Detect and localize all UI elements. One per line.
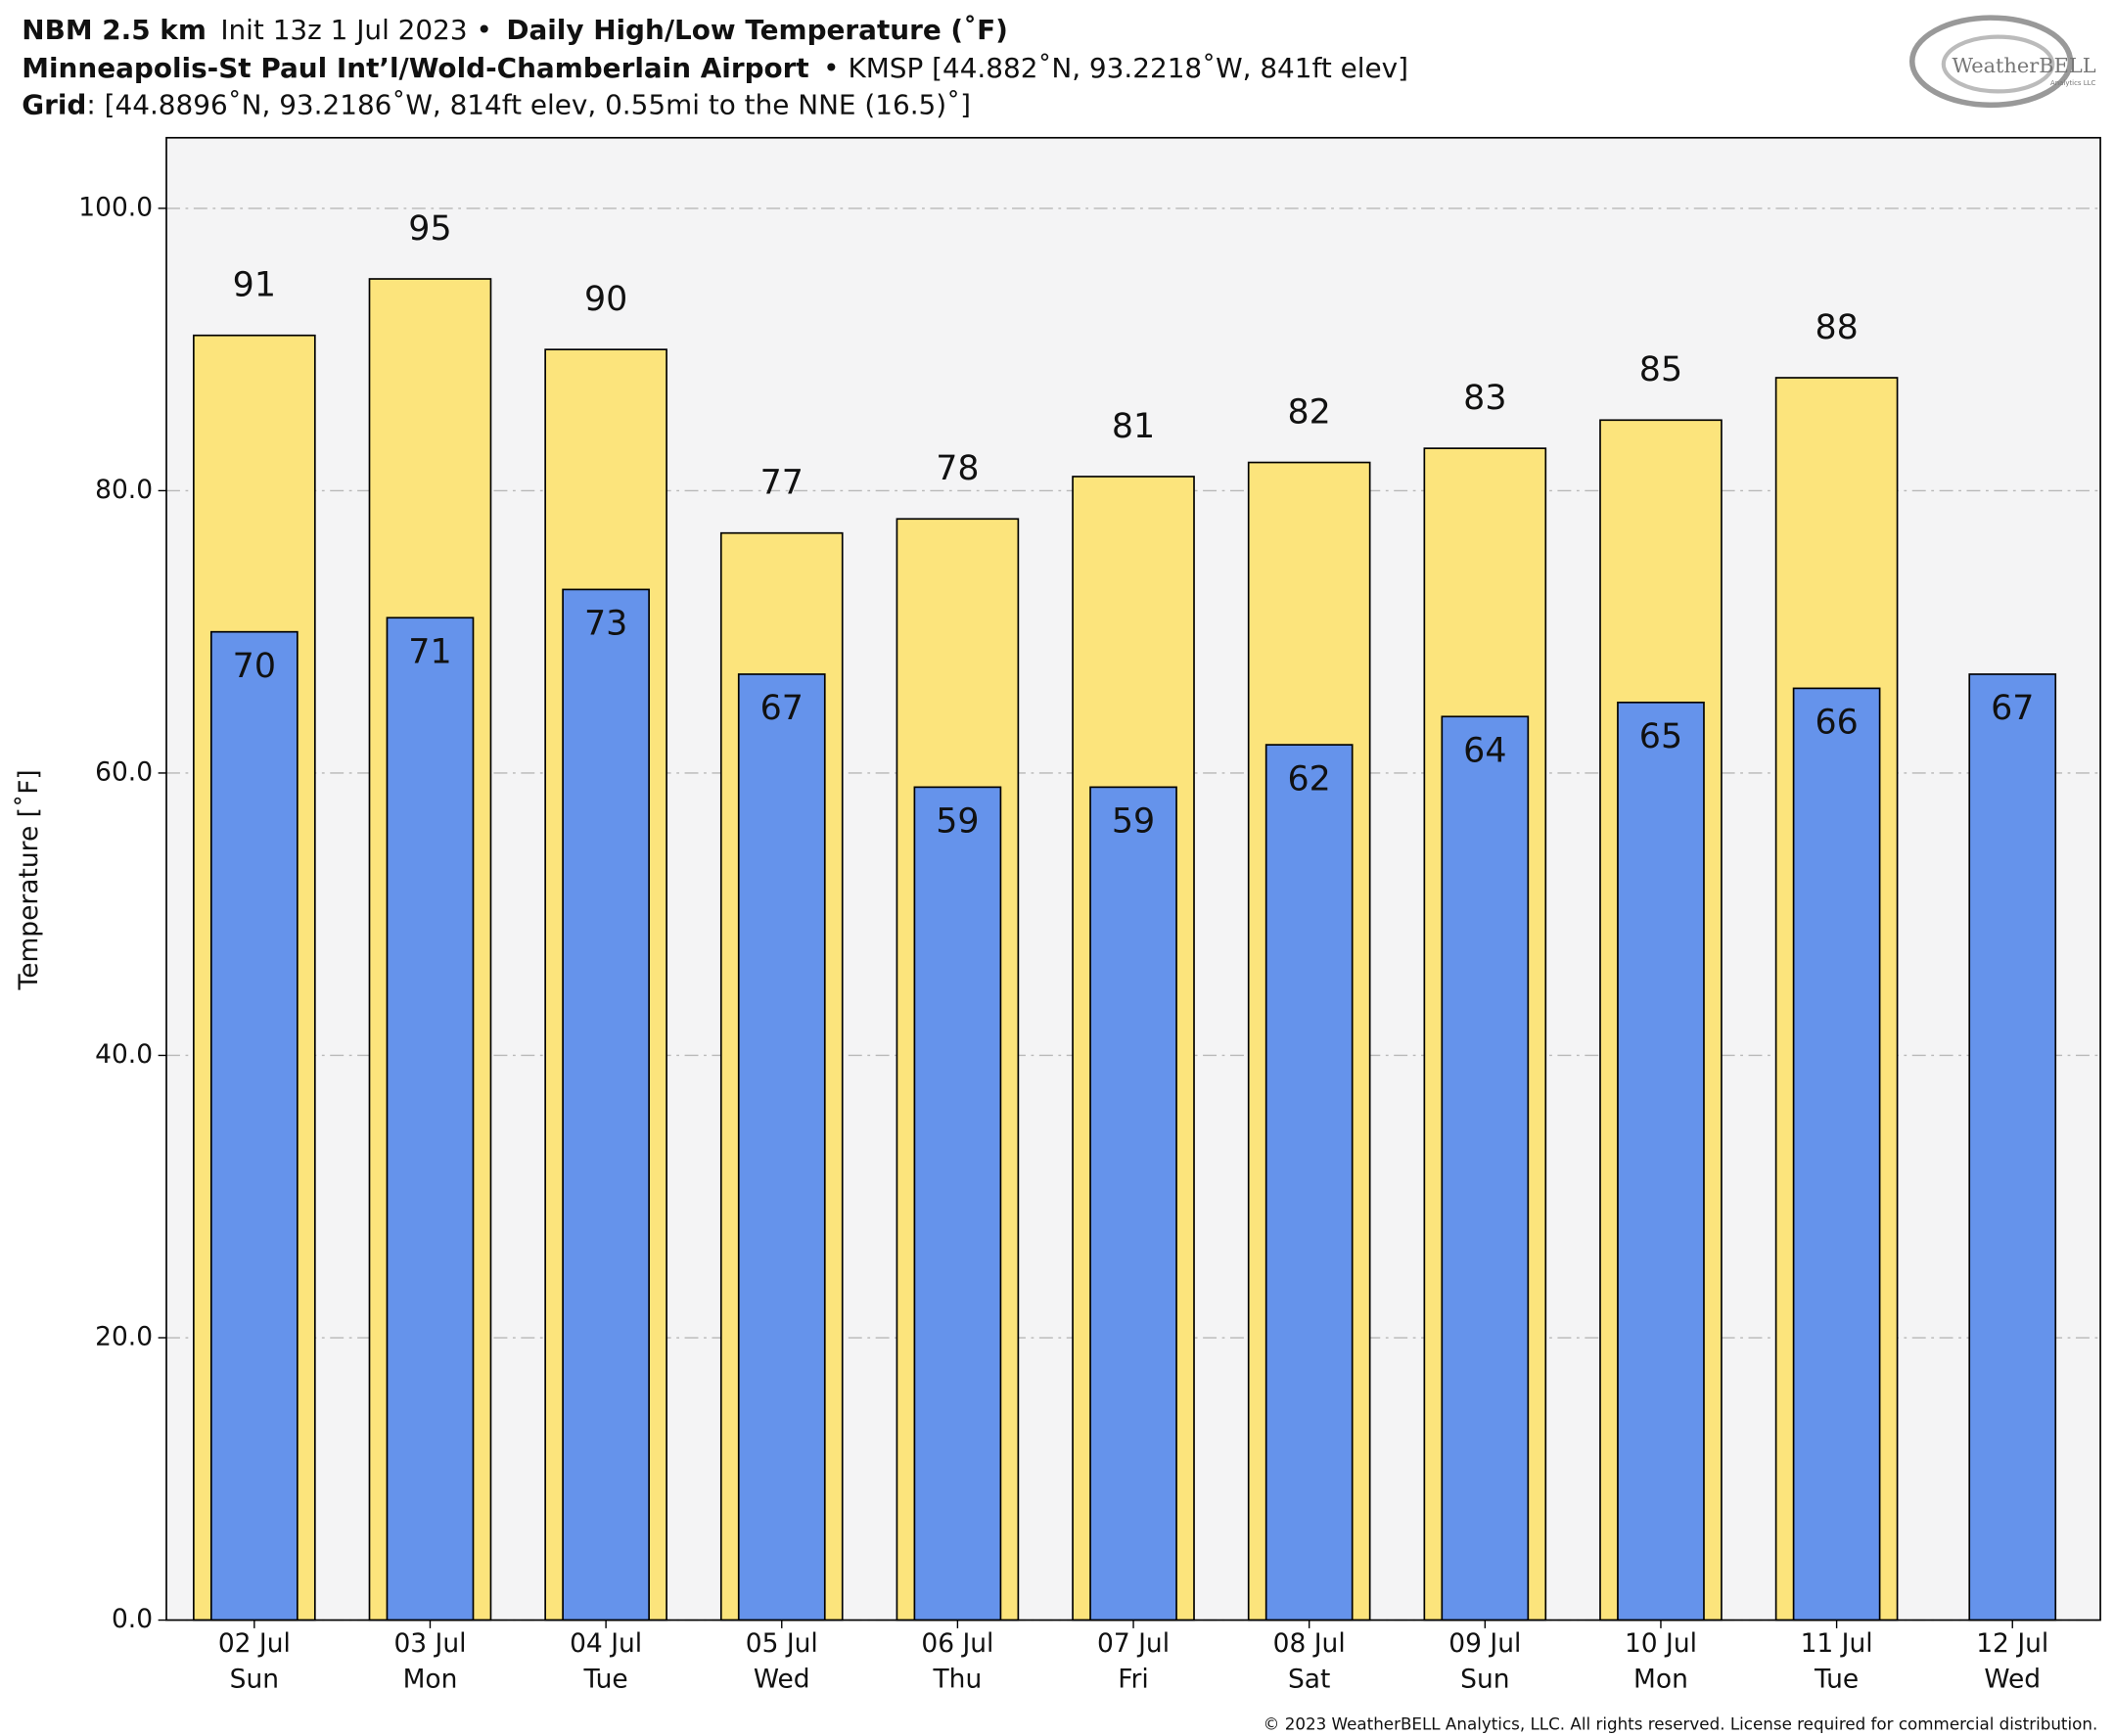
x-tick-label: 02 Jul — [218, 1628, 291, 1659]
low-bar — [1968, 673, 2057, 1622]
high-label: 88 — [1815, 308, 1858, 347]
station: Minneapolis-St Paul Int’l/Wold-Chamberla… — [22, 52, 808, 84]
header-line-1: NBM 2.5 km Init 13z 1 Jul 2023 • Daily H… — [22, 14, 1008, 46]
y-tick-label: 40.0 — [95, 1039, 153, 1070]
y-tick-label: 100.0 — [78, 192, 153, 222]
plot: 91 95 90 77 78 81 82 83 85 88 70 71 73 67 59 59 62 64 65 66… — [166, 207, 2101, 1622]
logo: WeatherBELL Analytics LLC — [1908, 15, 2096, 109]
low-label: 67 — [1991, 689, 2034, 728]
low-label: 64 — [1463, 731, 1506, 770]
y-tick-label: 20.0 — [95, 1322, 153, 1352]
low-bar — [1617, 701, 1705, 1622]
high-label: 82 — [1288, 392, 1331, 432]
x-tick-label: 03 Jul — [393, 1628, 466, 1659]
low-label: 71 — [408, 632, 451, 671]
low-label: 59 — [1112, 802, 1155, 842]
low-bar — [1089, 786, 1177, 1622]
high-label: 77 — [760, 464, 804, 503]
logo-swirl — [1941, 34, 2055, 94]
low-bar — [1441, 715, 1530, 1622]
high-label: 83 — [1463, 379, 1506, 418]
logo-sub: Analytics LLC — [2050, 79, 2096, 87]
low-label: 70 — [233, 647, 276, 686]
high-label: 85 — [1639, 350, 1682, 389]
low-bar — [562, 588, 650, 1622]
high-label: 81 — [1112, 407, 1155, 446]
x-tick-label: 07 Jul — [1097, 1628, 1170, 1659]
x-tick-label: 10 Jul — [1625, 1628, 1697, 1659]
x-tick-sublabel: Sun — [230, 1664, 279, 1694]
init: Init 13z 1 Jul 2023 • — [220, 14, 492, 46]
high-label: 90 — [584, 280, 627, 319]
grid-info: : [44.8896˚N, 93.2186˚W, 814ft elev, 0.5… — [86, 89, 971, 121]
x-tick-sublabel: Tue — [583, 1664, 628, 1694]
low-label: 67 — [760, 689, 804, 728]
x-tick-sublabel: Tue — [1814, 1664, 1859, 1694]
low-bar — [913, 786, 1002, 1622]
x-tick-sublabel: Fri — [1118, 1664, 1149, 1694]
x-tick-label: 08 Jul — [1273, 1628, 1346, 1659]
x-tick-sublabel: Mon — [1633, 1664, 1688, 1694]
y-axis-label: Temperature [˚F] — [14, 769, 44, 990]
low-bar — [1264, 744, 1354, 1622]
x-tick-sublabel: Mon — [403, 1664, 458, 1694]
product: Daily High/Low Temperature (˚F) — [506, 14, 1008, 46]
x-tick-label: 12 Jul — [1976, 1628, 2048, 1659]
low-label: 62 — [1288, 759, 1331, 799]
x-tick-sublabel: Thu — [933, 1664, 983, 1694]
y-tick-label: 0.0 — [112, 1604, 153, 1634]
low-label: 59 — [936, 802, 979, 842]
low-label: 66 — [1815, 704, 1858, 743]
low-bar — [737, 673, 826, 1622]
high-label: 95 — [408, 209, 451, 249]
x-tick-label: 04 Jul — [570, 1628, 642, 1659]
low-bar — [1792, 687, 1881, 1622]
low-label: 73 — [584, 605, 627, 644]
x-tick-label: 11 Jul — [1801, 1628, 1873, 1659]
low-label: 65 — [1639, 717, 1682, 756]
station-info: • KMSP [44.882˚N, 93.2218˚W, 841ft elev] — [823, 52, 1408, 84]
x-tick-label: 05 Jul — [746, 1628, 818, 1659]
x-tick-sublabel: Sat — [1288, 1664, 1330, 1694]
model: NBM 2.5 km — [22, 14, 207, 46]
low-bar — [209, 630, 299, 1622]
high-label: 78 — [936, 449, 979, 488]
y-tick-label: 60.0 — [95, 756, 153, 787]
x-tick-label: 06 Jul — [921, 1628, 993, 1659]
x-tick-sublabel: Wed — [1984, 1664, 2041, 1694]
x-tick-label: 09 Jul — [1448, 1628, 1521, 1659]
header-line-3: Grid: [44.8896˚N, 93.2186˚W, 814ft elev,… — [22, 89, 971, 121]
x-tick-sublabel: Wed — [754, 1664, 810, 1694]
low-bar — [386, 617, 475, 1622]
logo-swirl — [1908, 15, 2074, 109]
copyright: © 2023 WeatherBELL Analytics, LLC. All r… — [1264, 1713, 2098, 1733]
y-tick-label: 80.0 — [95, 475, 153, 505]
grid-label: Grid — [22, 89, 86, 121]
high-label: 91 — [233, 266, 276, 305]
logo-text: WeatherBELL — [1952, 54, 2095, 77]
header-line-2: Minneapolis-St Paul Int’l/Wold-Chamberla… — [22, 52, 1408, 84]
x-tick-sublabel: Sun — [1460, 1664, 1509, 1694]
